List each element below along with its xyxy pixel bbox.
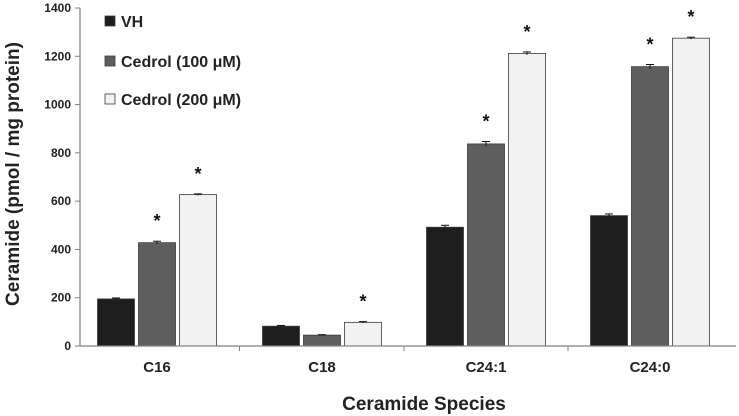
bar xyxy=(179,194,217,347)
bar xyxy=(426,226,464,347)
bar xyxy=(97,298,135,347)
bar xyxy=(303,334,341,347)
significance-star: * xyxy=(482,112,489,132)
bar xyxy=(262,325,300,347)
y-tick-label: 1200 xyxy=(44,49,71,63)
x-category-label: C18 xyxy=(308,359,336,376)
y-tick-label: 1000 xyxy=(44,98,71,112)
bar xyxy=(631,66,669,347)
legend-label: Cedrol (100 μM) xyxy=(121,54,241,71)
legend-swatch xyxy=(104,55,116,67)
y-tick-label: 200 xyxy=(51,291,71,305)
x-category-label: C24:0 xyxy=(630,359,671,376)
significance-star: * xyxy=(687,7,694,27)
axes xyxy=(79,8,736,347)
significance-star: * xyxy=(646,34,653,54)
y-tick-label: 400 xyxy=(51,242,71,256)
x-category-label: C16 xyxy=(143,359,171,376)
y-tick-label: 1400 xyxy=(44,1,71,15)
y-axis-ticks: 0 200 400 600 800 1000 1200 1400 xyxy=(44,1,80,353)
bar xyxy=(467,143,505,347)
significance-star: * xyxy=(523,22,530,42)
bar xyxy=(138,242,176,347)
y-tick-label: 800 xyxy=(51,146,71,160)
bar xyxy=(508,52,546,347)
legend-swatch xyxy=(104,15,116,27)
y-tick-label: 0 xyxy=(64,339,71,353)
x-axis-title: Ceramide Species xyxy=(342,394,506,415)
significance-star: * xyxy=(194,164,201,184)
legend-label: Cedrol (200 μM) xyxy=(121,92,241,109)
legend-label: VH xyxy=(121,14,143,31)
bars-layer: * * * * * * * xyxy=(97,7,710,347)
legend: VH Cedrol (100 μM) Cedrol (200 μM) xyxy=(104,14,241,109)
x-category-label: C24:1 xyxy=(466,359,507,376)
legend-swatch xyxy=(104,93,116,105)
bar xyxy=(590,215,628,347)
bar xyxy=(672,37,710,347)
bar xyxy=(344,321,382,347)
significance-star: * xyxy=(359,292,366,312)
y-tick-label: 600 xyxy=(51,194,71,208)
x-axis-categories: C16 C18 C24:1 C24:0 xyxy=(143,346,670,376)
significance-star: * xyxy=(153,211,160,231)
y-axis-title: Ceramide (pmol / mg protein) xyxy=(3,42,24,306)
